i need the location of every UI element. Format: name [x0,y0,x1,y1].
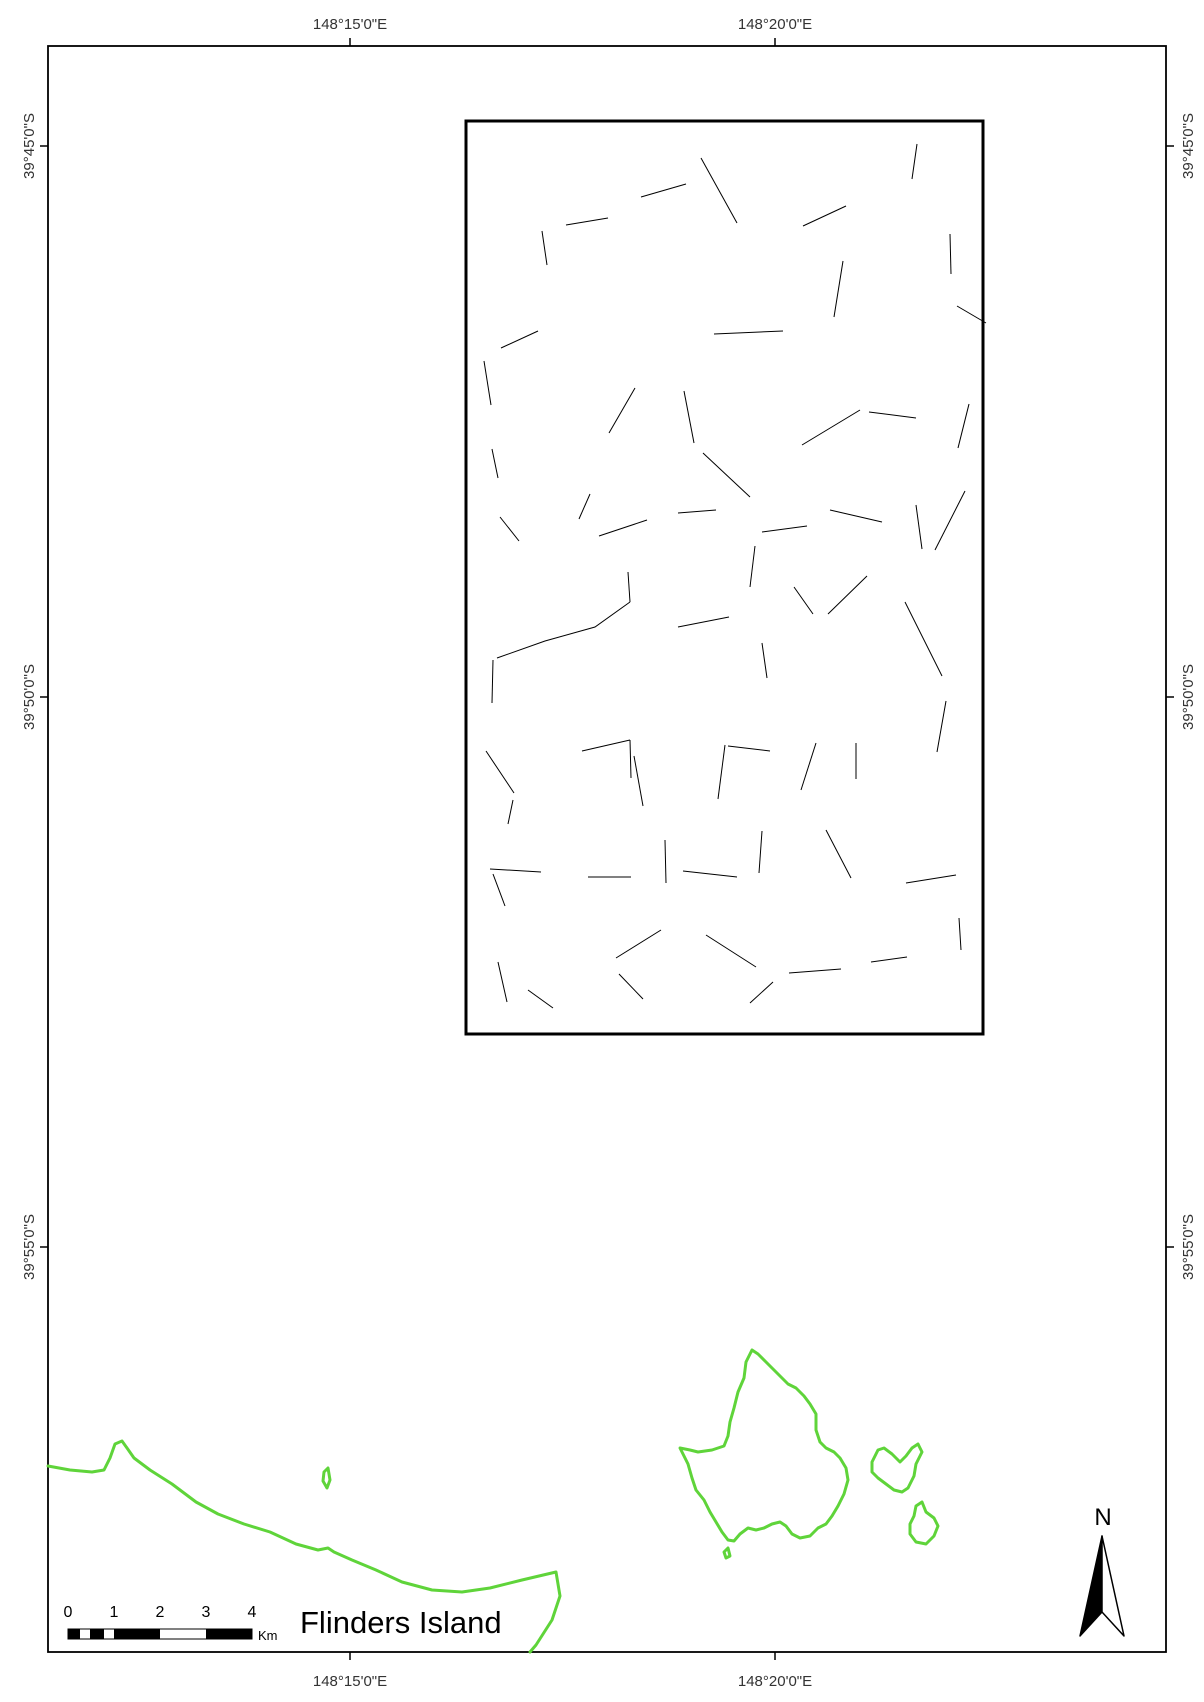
transect-segment [934,490,966,551]
transect-segment [565,217,609,226]
transect-segment [527,989,554,1009]
transect-segment [633,755,644,807]
transect-segment [664,839,667,884]
tick-label-bottom-2: 148°20'0"E [738,1673,812,1690]
transect-segment [833,260,844,318]
north-arrow-right-half [1101,1535,1125,1637]
transect-segment [581,739,631,752]
transect-segment [491,659,494,704]
transect-segment [496,601,631,659]
transect-segment [598,519,648,537]
transect-segment [761,642,768,679]
tick-label-top-2: 148°20'0"E [738,16,812,33]
transect-segment [958,917,962,951]
transect-segment [727,745,771,752]
scale-bar-segment [90,1629,104,1639]
transect-segment [489,868,542,873]
transect-segment [683,390,695,444]
scale-label-2: 2 [156,1604,165,1621]
transect-segment [608,387,636,434]
transect-segment [801,409,861,446]
mainland-coastline [46,1439,562,1654]
map-frame [47,45,1167,1653]
transect-segment [936,700,947,753]
transect-segment [749,545,756,588]
transect-lines [483,143,987,1009]
place-label-flinders-island: Flinders Island [300,1605,502,1640]
tick-label-right-1: 39°45'0"S [1180,113,1197,179]
transect-segment [749,981,774,1004]
north-arrow-icon: N [1079,1504,1125,1637]
transect-segment [677,509,717,514]
transect-segment [911,143,918,180]
transect-segment [702,452,751,498]
scale-label-1: 1 [110,1604,119,1621]
islet-coastline [321,1466,332,1490]
transect-segment [956,305,987,324]
small-island-southeast-coastline [908,1500,940,1546]
scale-bar-segment [114,1629,160,1639]
transect-segment [800,742,817,791]
tick-label-left-3: 39°55'0"S [21,1214,38,1280]
north-arrow-left-half [1079,1535,1103,1637]
transect-segment [499,516,520,542]
transect-segment [788,968,842,974]
transect-segment [578,493,591,520]
transect-segment [640,183,687,198]
transect-segment [904,601,943,677]
transect-segment [615,929,662,959]
main-island-coastline [678,1348,850,1543]
transect-segment [497,961,508,1003]
transect-segment [500,330,539,349]
north-arrow-label: N [1094,1504,1111,1531]
coastline-group [46,1348,940,1654]
frame-ticks [40,38,1174,1660]
transect-segment [827,575,868,615]
transect-segment [483,360,492,406]
scale-label-4: 4 [248,1604,257,1621]
transect-segment [949,233,952,275]
tick-label-right-2: 39°50'0"S [1180,664,1197,730]
transect-segment [957,403,970,449]
scale-bar: 0 1 2 3 4 Km [64,1604,278,1643]
scale-bar-segment [206,1629,252,1639]
transect-segment [507,799,514,825]
survey-area-box [464,119,985,1036]
transect-segment [618,973,644,1000]
transect-segment [761,525,808,533]
transect-segment [870,956,908,963]
transect-segment [700,157,738,224]
transect-segment [677,616,730,628]
transect-segment [491,448,499,479]
rock-coastline [722,1546,732,1560]
transect-segment [825,829,852,879]
tick-label-bottom-1: 148°15'0"E [313,1673,387,1690]
transect-segment [629,739,632,779]
scale-label-0: 0 [64,1604,73,1621]
scale-label-3: 3 [202,1604,211,1621]
tick-label-right-3: 39°55'0"S [1180,1214,1197,1280]
transect-segment [793,586,814,615]
transect-segment [627,571,631,603]
transect-segment [905,874,957,884]
transect-segment [758,830,763,874]
transect-segment [541,230,548,266]
transect-segment [492,873,506,907]
transect-segment [868,411,917,419]
scale-unit-label: Km [258,1628,278,1643]
small-island-east-coastline [870,1442,924,1494]
transect-segment [713,330,784,335]
scale-bar-segment [68,1629,80,1639]
tick-label-left-1: 39°45'0"S [21,113,38,179]
transect-segment [705,934,757,968]
transect-segment [915,504,923,550]
transect-segment [682,870,738,878]
transect-segment [802,205,847,227]
tick-label-left-2: 39°50'0"S [21,664,38,730]
transect-segment [717,744,726,800]
tick-label-top-1: 148°15'0"E [313,16,387,33]
transect-segment [829,509,883,523]
transect-segment [485,750,515,794]
